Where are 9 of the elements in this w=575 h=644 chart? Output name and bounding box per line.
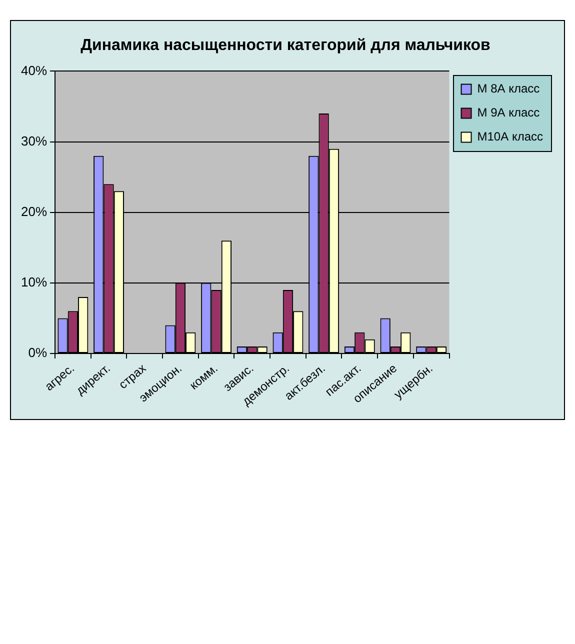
- y-tick-label: 30%: [20, 133, 48, 148]
- y-tick-label: 0%: [28, 345, 48, 360]
- y-tick-label: 20%: [20, 204, 48, 219]
- legend-label: М 9А класс: [477, 106, 540, 120]
- legend-label: М10А класс: [477, 130, 544, 144]
- legend-label: М 8А класс: [477, 82, 540, 96]
- y-tick-label: 40%: [20, 62, 48, 78]
- y-tick-label: 10%: [20, 274, 48, 290]
- chart-title: Динамика насыщенности категорий для мальчиков: [80, 37, 491, 54]
